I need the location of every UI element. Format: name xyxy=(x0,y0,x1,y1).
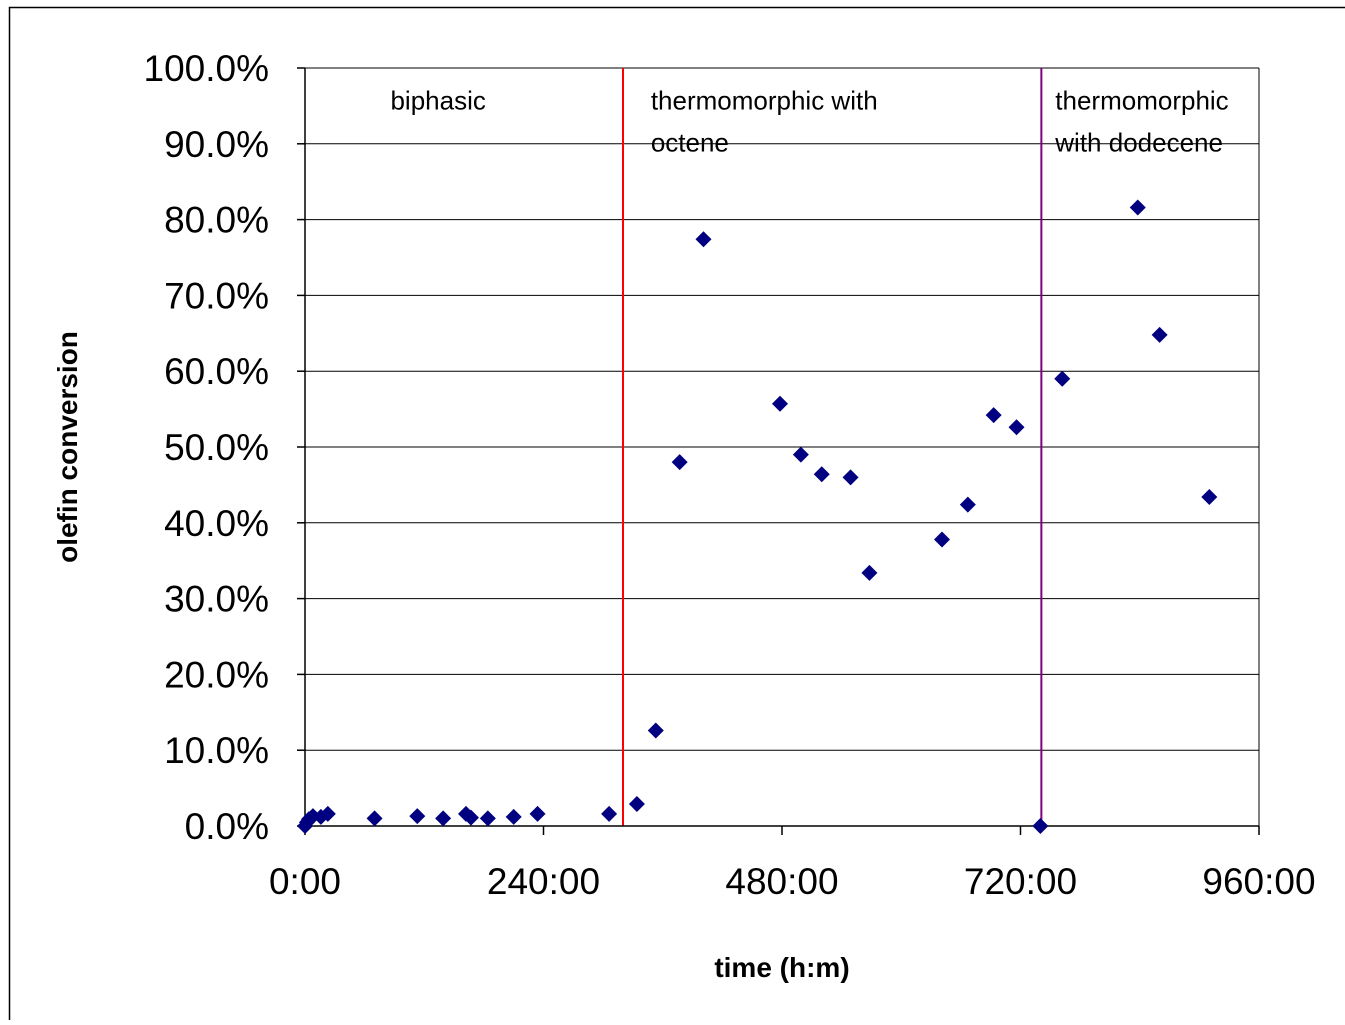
data-point xyxy=(793,447,809,463)
y-tick-label: 40.0% xyxy=(164,503,269,544)
y-tick-label: 80.0% xyxy=(164,200,269,241)
x-tick-label: 960:00 xyxy=(1202,861,1315,902)
data-point xyxy=(960,497,976,513)
data-point xyxy=(934,531,950,547)
x-axis-title: time (h:m) xyxy=(714,952,849,983)
data-point xyxy=(1032,818,1048,834)
data-point xyxy=(986,407,1002,423)
gridlines xyxy=(305,68,1259,826)
data-point xyxy=(672,454,688,470)
y-axis-title: olefin conversion xyxy=(52,331,83,563)
data-point xyxy=(1009,419,1025,435)
x-tick-label: 240:00 xyxy=(487,861,600,902)
y-tick-label: 10.0% xyxy=(164,730,269,771)
phase-annotation: biphasic xyxy=(390,86,485,116)
data-point xyxy=(814,466,830,482)
data-point xyxy=(530,806,546,822)
data-point xyxy=(1201,489,1217,505)
x-tick-label: 480:00 xyxy=(725,861,838,902)
data-point xyxy=(629,796,645,812)
x-tick-label: 0:00 xyxy=(269,861,341,902)
data-point xyxy=(1130,199,1146,215)
data-point xyxy=(1054,371,1070,387)
phase-annotation-line: thermomorphic with xyxy=(651,86,878,116)
x-tick-label: 720:00 xyxy=(964,861,1077,902)
phase-annotation-line: biphasic xyxy=(390,86,485,116)
data-point xyxy=(861,565,877,581)
phase-annotation: thermomorphic with dodecene xyxy=(1054,86,1228,158)
data-point xyxy=(648,722,664,738)
y-tick-label: 100.0% xyxy=(144,48,270,89)
data-points xyxy=(297,199,1217,834)
phase-annotation-line: octene xyxy=(651,128,729,158)
data-point xyxy=(1152,327,1168,343)
data-point xyxy=(506,809,522,825)
data-point xyxy=(601,806,617,822)
data-point xyxy=(480,810,496,826)
data-point xyxy=(409,808,425,824)
y-tick-label: 90.0% xyxy=(164,124,269,165)
axes: 0.0% 10.0% 20.0% 30.0% 40.0% 50.0% 60.0% 70.0% 8… xyxy=(144,48,1316,902)
y-tick-label: 50.0% xyxy=(164,427,269,468)
phase-annotation-line: with dodecene xyxy=(1054,128,1223,158)
phase-annotation-line: thermomorphic xyxy=(1055,86,1228,116)
y-tick-label: 0.0% xyxy=(185,806,269,847)
data-point xyxy=(843,469,859,485)
y-tick-label: 70.0% xyxy=(164,275,269,316)
phase-annotation: thermomorphic with octene xyxy=(651,86,878,158)
data-point xyxy=(367,810,383,826)
data-point xyxy=(695,231,711,247)
y-tick-label: 20.0% xyxy=(164,654,269,695)
data-point xyxy=(772,396,788,412)
y-tick-label: 60.0% xyxy=(164,351,269,392)
data-point xyxy=(435,810,451,826)
y-tick-label: 30.0% xyxy=(164,579,269,620)
